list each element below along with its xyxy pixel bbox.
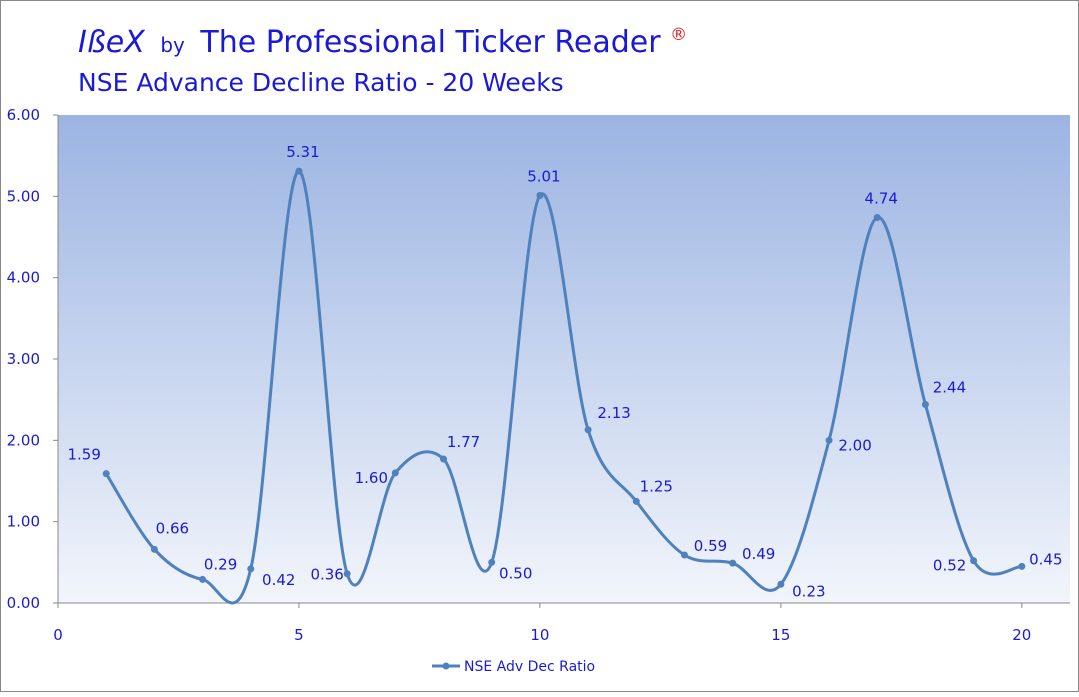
- data-label: 0.42: [262, 571, 295, 589]
- legend-marker: [442, 662, 450, 670]
- data-point: [825, 436, 833, 444]
- data-point: [536, 192, 544, 200]
- data-label: 0.50: [499, 564, 532, 582]
- data-point: [632, 497, 640, 505]
- data-label: 0.52: [933, 557, 966, 575]
- data-label: 2.13: [597, 404, 630, 422]
- data-point: [247, 565, 255, 573]
- y-tick-label: 1.00: [7, 513, 40, 531]
- data-point: [873, 213, 881, 221]
- data-point: [921, 401, 929, 409]
- legend-label: NSE Adv Dec Ratio: [464, 659, 595, 675]
- data-label: 5.31: [286, 143, 319, 161]
- data-label: 0.36: [310, 566, 343, 584]
- title-mark: ®: [670, 25, 687, 45]
- data-label: 4.74: [865, 189, 898, 207]
- data-label: 0.66: [156, 519, 189, 537]
- chart-subtitle: NSE Advance Decline Ratio - 20 Weeks: [78, 68, 564, 97]
- series-line: [104, 169, 1022, 605]
- x-tick-label: 0: [53, 626, 63, 644]
- data-point: [440, 455, 448, 463]
- data-point: [488, 558, 496, 566]
- data-point: [584, 426, 592, 434]
- data-label: 2.44: [933, 379, 966, 397]
- data-point: [150, 545, 158, 553]
- y-tick-label: 0.00: [7, 594, 40, 612]
- data-label: 0.59: [694, 537, 727, 555]
- y-tick-label: 5.00: [7, 187, 40, 205]
- data-point: [777, 580, 785, 588]
- data-label: 1.77: [447, 433, 480, 451]
- data-point: [680, 551, 688, 559]
- x-tick-label: 10: [530, 626, 549, 644]
- x-tick-label: 20: [1012, 626, 1031, 644]
- title-by: by: [160, 33, 185, 57]
- data-point: [295, 167, 303, 175]
- data-label: 1.59: [67, 446, 100, 464]
- y-tick-label: 2.00: [7, 431, 40, 449]
- x-tick-label: 15: [771, 626, 790, 644]
- data-label: 2.00: [838, 436, 871, 454]
- data-label: 1.60: [355, 469, 388, 487]
- y-tick-label: 6.00: [7, 106, 40, 124]
- y-tick-label: 3.00: [7, 350, 40, 368]
- data-label: 0.29: [204, 555, 237, 573]
- data-label: 0.45: [1029, 550, 1062, 568]
- data-label: 1.25: [640, 477, 673, 495]
- chart-title: IßeX by The Professional Ticker Reader ®: [78, 25, 687, 60]
- plot-area: [58, 115, 1070, 603]
- data-label: 0.23: [792, 582, 825, 600]
- y-tick-label: 4.00: [7, 269, 40, 287]
- data-point: [102, 470, 110, 478]
- title-brand: IßeX: [78, 25, 146, 60]
- title-name: The Professional Ticker Reader: [199, 25, 661, 60]
- data-label: 5.01: [527, 168, 560, 186]
- data-point: [199, 575, 207, 583]
- data-point: [729, 559, 737, 567]
- data-point: [343, 570, 351, 578]
- data-point: [1018, 562, 1026, 570]
- plot: 0.00 1.00 2.00 3.00 4.00 5.00 6.00 0 5 10 15 20 1.59…: [7, 106, 1070, 675]
- data-point: [970, 557, 978, 565]
- data-label: 0.49: [742, 545, 775, 563]
- data-point: [391, 469, 399, 477]
- x-tick-label: 5: [294, 626, 304, 644]
